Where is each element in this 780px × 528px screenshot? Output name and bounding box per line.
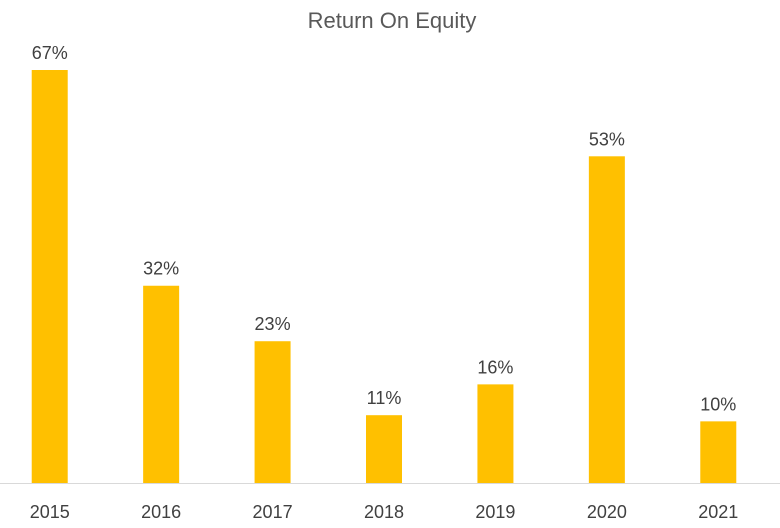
- x-tick-label-2018: 2018: [364, 502, 404, 522]
- data-label-2018: 11%: [367, 388, 402, 408]
- data-label-2019: 16%: [477, 357, 513, 377]
- x-tick-label-2020: 2020: [587, 502, 627, 522]
- bar-2015: [31, 70, 68, 483]
- x-tick-label-2015: 2015: [30, 502, 70, 522]
- x-tick-label-2016: 2016: [141, 502, 181, 522]
- x-tick-label-2019: 2019: [475, 502, 515, 522]
- x-tick-label-2021: 2021: [698, 502, 738, 522]
- data-label-2016: 32%: [143, 259, 179, 279]
- bar-2018: [366, 415, 402, 483]
- bar-2019: [477, 384, 514, 483]
- x-tick-label-2017: 2017: [253, 502, 293, 522]
- data-labels-group: 67% 32% 23% 11% 16% 53% 10%: [32, 43, 737, 414]
- data-label-2021: 10%: [700, 394, 736, 414]
- bar-2020: [588, 156, 625, 483]
- data-label-2020: 53%: [589, 129, 625, 149]
- bar-2016: [143, 285, 180, 483]
- bar-2021: [700, 421, 737, 483]
- data-label-2017: 23%: [255, 314, 291, 334]
- chart-title: Return On Equity: [308, 8, 477, 33]
- data-label-2015: 67%: [32, 43, 68, 63]
- x-tick-labels-group: 2015 2016 2017 2018 2019 2020 2021: [30, 502, 739, 522]
- bars-group: [31, 70, 737, 483]
- bar-2017: [254, 341, 291, 483]
